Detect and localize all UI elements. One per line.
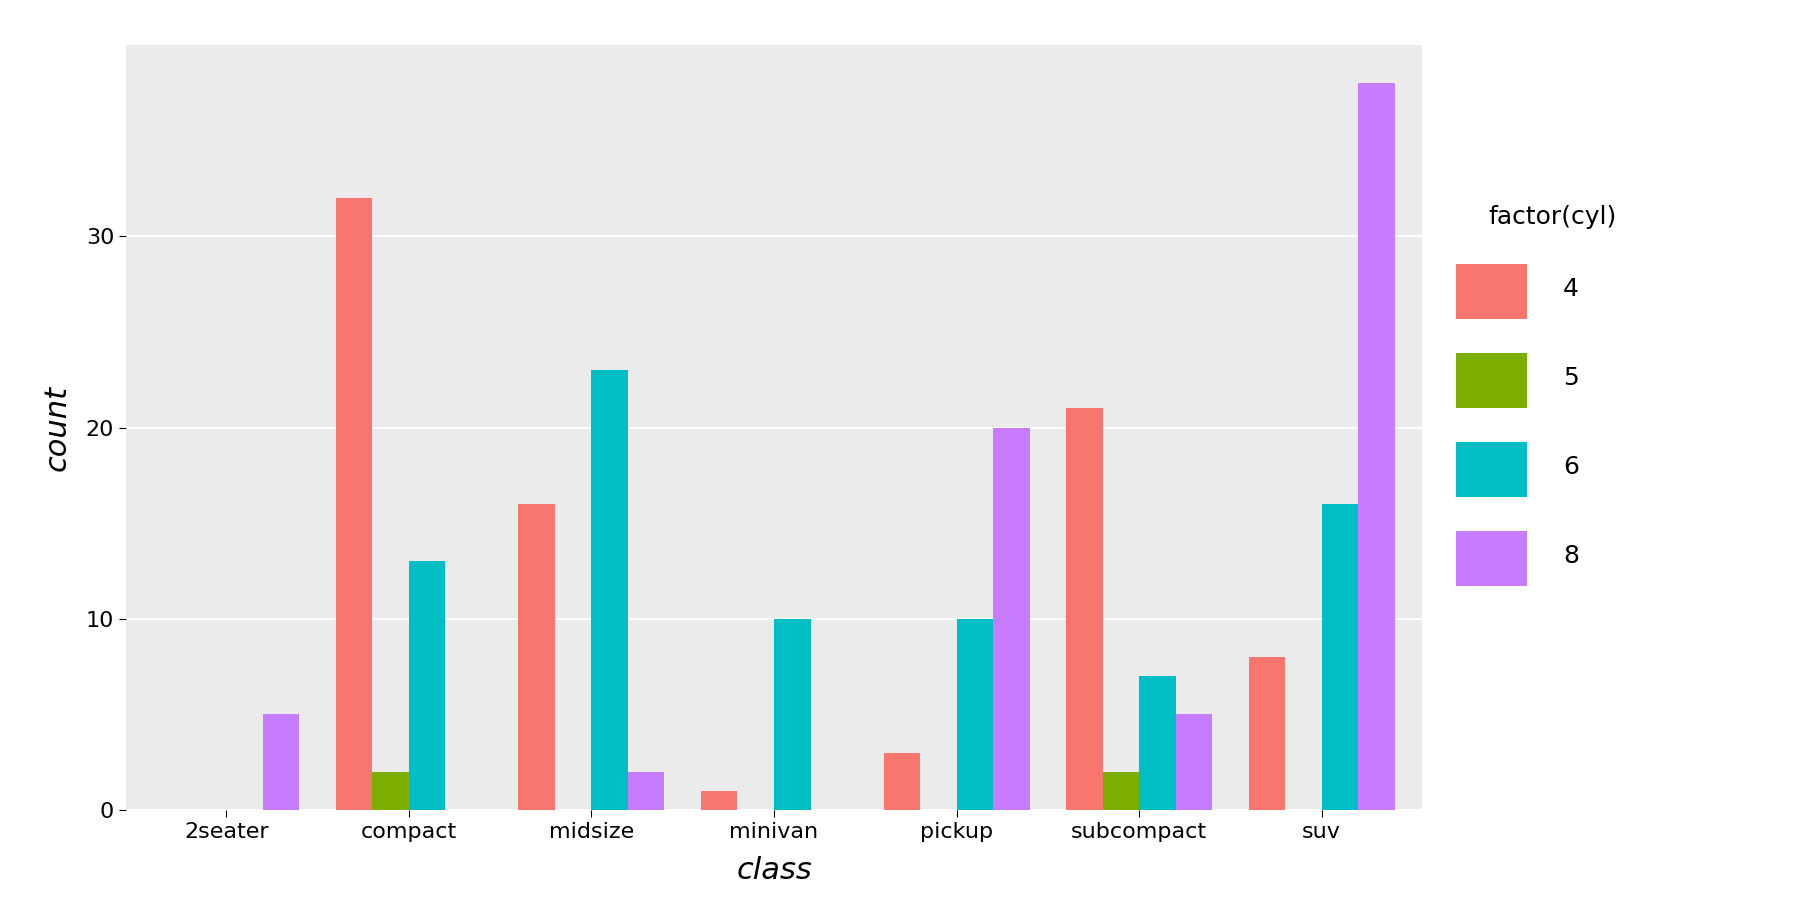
Text: 8: 8 bbox=[1562, 544, 1579, 568]
FancyBboxPatch shape bbox=[1456, 353, 1528, 408]
Bar bbox=[700, 791, 738, 810]
Text: 6: 6 bbox=[1562, 455, 1579, 479]
Bar bbox=[518, 504, 554, 810]
X-axis label: class: class bbox=[736, 856, 812, 885]
Bar bbox=[1139, 676, 1175, 810]
Text: factor(cyl): factor(cyl) bbox=[1489, 205, 1616, 229]
Text: 5: 5 bbox=[1562, 366, 1579, 390]
Bar bbox=[1249, 657, 1285, 810]
Bar bbox=[1359, 84, 1395, 810]
Bar bbox=[373, 772, 409, 810]
Text: 4: 4 bbox=[1562, 277, 1579, 301]
Bar bbox=[1175, 715, 1211, 810]
Bar bbox=[1066, 409, 1103, 810]
Bar bbox=[956, 619, 994, 810]
FancyBboxPatch shape bbox=[1456, 265, 1528, 319]
Bar bbox=[1321, 504, 1359, 810]
Bar bbox=[994, 428, 1030, 810]
Bar bbox=[884, 752, 920, 810]
FancyBboxPatch shape bbox=[1456, 443, 1528, 497]
Bar bbox=[409, 562, 445, 810]
Bar bbox=[263, 715, 299, 810]
FancyBboxPatch shape bbox=[1456, 531, 1528, 586]
Bar bbox=[337, 198, 373, 810]
Bar bbox=[592, 370, 628, 810]
Y-axis label: count: count bbox=[43, 384, 72, 471]
Bar bbox=[1103, 772, 1139, 810]
Bar bbox=[774, 619, 810, 810]
Bar bbox=[628, 772, 664, 810]
